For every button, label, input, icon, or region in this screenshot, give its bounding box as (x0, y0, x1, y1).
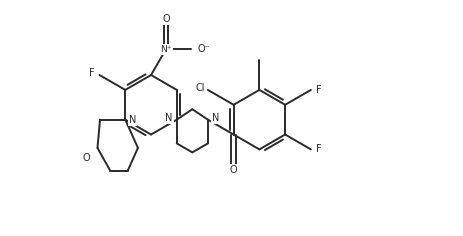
Text: Cl: Cl (194, 83, 204, 93)
Text: F: F (89, 68, 94, 78)
Text: N: N (212, 113, 219, 123)
Text: N⁺: N⁺ (160, 45, 171, 54)
Text: O⁻: O⁻ (197, 44, 210, 54)
Text: N: N (165, 113, 172, 123)
Text: O: O (82, 153, 90, 163)
Text: F: F (315, 144, 321, 154)
Text: O: O (229, 165, 237, 175)
Text: N: N (128, 115, 136, 125)
Text: F: F (315, 85, 321, 95)
Text: O: O (162, 14, 169, 24)
